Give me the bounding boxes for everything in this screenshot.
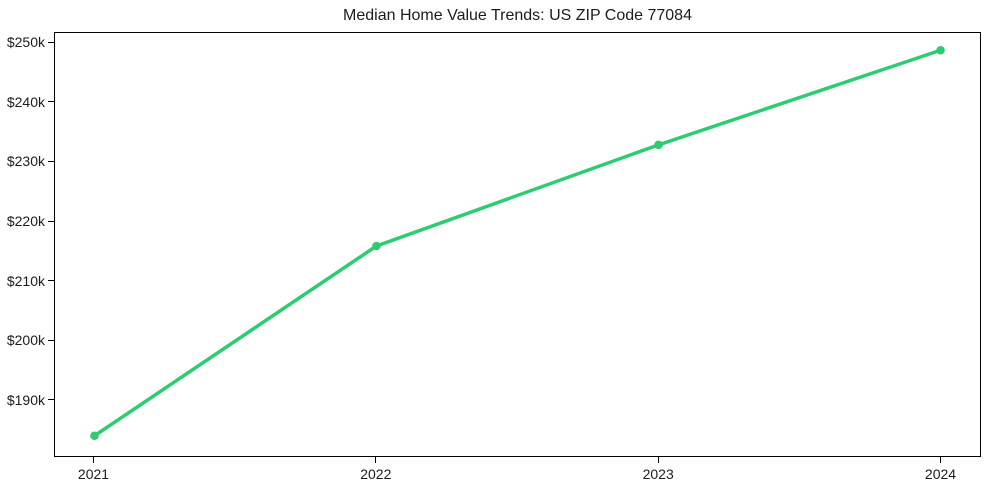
- y-tick-mark: [48, 41, 54, 43]
- x-tick-label: 2024: [924, 466, 957, 482]
- median-home-value-line-chart: [90, 45, 945, 441]
- y-tick-mark: [48, 339, 54, 341]
- x-tick-mark: [657, 457, 659, 463]
- data-point-2023: [654, 140, 663, 150]
- y-tick-mark: [48, 101, 54, 103]
- y-tick-mark: [48, 160, 54, 162]
- data-point-2022: [372, 241, 381, 251]
- y-tick-mark: [48, 220, 54, 222]
- chart-title: Median Home Value Trends: US ZIP Code 77…: [343, 7, 692, 24]
- y-tick-label: $250k: [6, 34, 45, 51]
- x-tick-label: 2022: [360, 466, 392, 482]
- x-tick-label: 2021: [77, 466, 110, 482]
- y-tick-mark: [48, 399, 54, 401]
- y-tick-label: $220k: [6, 213, 45, 229]
- x-tick-mark: [93, 457, 94, 463]
- y-tick-mark: [48, 280, 54, 282]
- y-tick-label: $190k: [6, 391, 45, 408]
- x-tick-mark: [375, 457, 377, 463]
- data-point-2021: [90, 431, 99, 441]
- data-point-2024: [936, 45, 945, 55]
- y-tick-label: $210k: [6, 272, 45, 289]
- x-tick-label: 2023: [642, 466, 674, 482]
- plot-area: [54, 32, 981, 457]
- y-tick-label: $200k: [6, 332, 45, 349]
- x-tick-mark: [940, 457, 941, 463]
- y-tick-label: $240k: [6, 93, 45, 110]
- trend-line: [92, 48, 943, 438]
- y-tick-label: $230k: [6, 153, 45, 170]
